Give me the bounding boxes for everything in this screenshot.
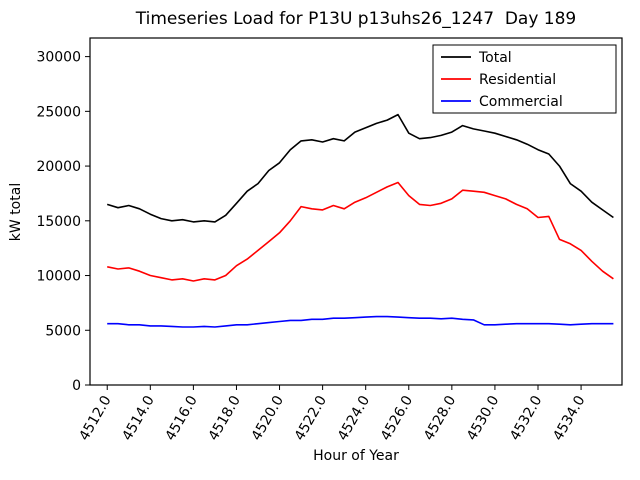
- y-tick-label: 25000: [36, 104, 81, 120]
- x-tick-label: 4520.0: [249, 393, 287, 443]
- y-tick-label: 30000: [36, 50, 81, 66]
- x-tick-label: 4516.0: [162, 393, 200, 443]
- legend-label-commercial: Commercial: [479, 94, 563, 110]
- series-line-commercial: [107, 315, 614, 328]
- legend-item-residential: Residential: [441, 72, 556, 88]
- x-tick-label: 4534.0: [550, 393, 588, 443]
- y-axis-label: kW total: [8, 183, 24, 241]
- y-tick-label: 15000: [36, 214, 81, 230]
- x-tick-label: 4518.0: [206, 393, 244, 443]
- x-tick-label: 4524.0: [335, 393, 373, 443]
- legend-item-total: Total: [441, 50, 512, 66]
- series-line-residential: [107, 181, 614, 282]
- x-tick-label: 4528.0: [421, 393, 459, 443]
- plot-border: [89, 37, 623, 386]
- legend-item-commercial: Commercial: [441, 94, 563, 110]
- x-tick-label: 4526.0: [378, 393, 416, 443]
- legend: Total Residential Commercial: [432, 44, 617, 114]
- y-tick-label: 5000: [45, 323, 81, 339]
- y-tick-label: 20000: [36, 159, 81, 175]
- chart-title: Timeseries Load for P13U p13uhs26_1247 D…: [135, 9, 577, 29]
- series-line-total: [106, 113, 614, 223]
- x-tick-label: 4532.0: [507, 393, 545, 443]
- series-layer: [106, 113, 614, 328]
- x-tick-label: 4512.0: [76, 393, 114, 443]
- legend-label-residential: Residential: [479, 72, 556, 88]
- legend-label-total: Total: [478, 50, 512, 66]
- x-axis-label: Hour of Year: [313, 448, 399, 464]
- x-tick-label: 4530.0: [464, 393, 502, 443]
- y-tick-label: 0: [72, 378, 81, 394]
- x-tick-label: 4514.0: [119, 393, 157, 443]
- x-tick-label: 4522.0: [292, 393, 330, 443]
- y-tick-label: 10000: [36, 269, 81, 285]
